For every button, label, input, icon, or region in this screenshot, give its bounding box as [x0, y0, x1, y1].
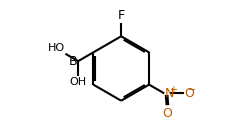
Text: B: B — [69, 55, 77, 68]
Text: O: O — [163, 107, 172, 120]
Text: OH: OH — [70, 77, 87, 87]
Text: −: − — [188, 85, 196, 95]
Text: +: + — [169, 85, 177, 95]
Text: F: F — [118, 8, 125, 22]
Text: O: O — [184, 87, 194, 100]
Text: N: N — [164, 87, 174, 100]
Text: HO: HO — [48, 43, 65, 53]
